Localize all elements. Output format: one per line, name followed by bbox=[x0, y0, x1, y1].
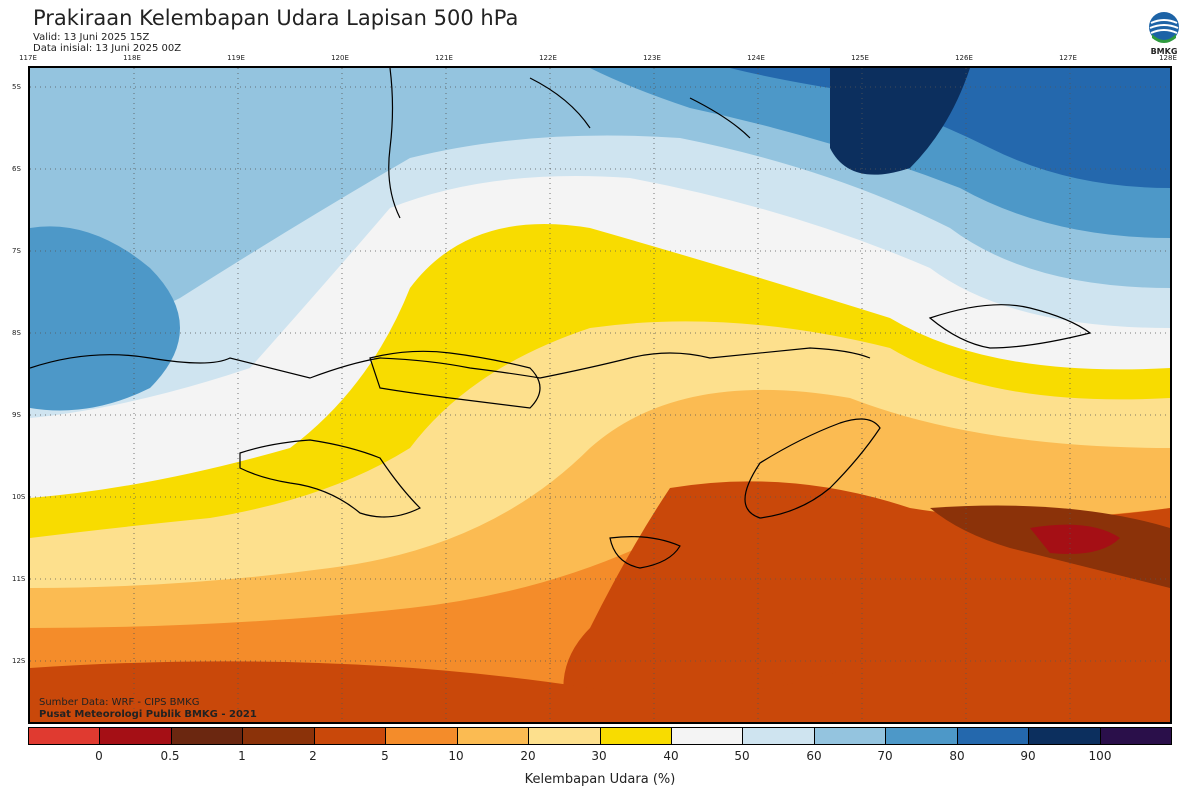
lat-label: 5S bbox=[12, 83, 21, 91]
lon-label: 126E bbox=[955, 54, 973, 62]
colorbar-tick: 90 bbox=[1020, 749, 1036, 763]
colorbar-segment bbox=[29, 728, 101, 744]
colorbar-segment bbox=[314, 728, 387, 744]
sulawesi-coast bbox=[388, 68, 401, 219]
colorbar-tick: 80 bbox=[949, 749, 965, 763]
colorbar-segment bbox=[1100, 728, 1171, 744]
colorbar-segment bbox=[814, 728, 887, 744]
colorbar-segment bbox=[671, 728, 744, 744]
page-title: Prakiraan Kelembapan Udara Lapisan 500 h… bbox=[33, 6, 519, 30]
wetar-area-coast bbox=[689, 97, 751, 139]
colorbar-tick: 50 bbox=[734, 749, 750, 763]
colorbar-tick: 40 bbox=[663, 749, 679, 763]
lat-label: 11S bbox=[12, 575, 26, 583]
colorbar-tick: 2 bbox=[309, 749, 317, 763]
colorbar-title: Kelembapan Udara (%) bbox=[524, 772, 676, 787]
lon-label: 122E bbox=[539, 54, 557, 62]
valid-time: Valid: 13 Juni 2025 15Z bbox=[33, 32, 150, 43]
colorbar-tick: 20 bbox=[520, 749, 536, 763]
colorbar-tick: 100 bbox=[1088, 749, 1112, 763]
lat-label: 12S bbox=[12, 657, 26, 665]
lat-label: 7S bbox=[12, 247, 21, 255]
colorbar-segment bbox=[886, 728, 958, 744]
colorbar-tick: 1 bbox=[238, 749, 246, 763]
lat-label: 9S bbox=[12, 411, 21, 419]
sumba-island bbox=[239, 439, 422, 518]
colorbar-segment bbox=[171, 728, 244, 744]
humidity-map bbox=[28, 66, 1172, 724]
source-credit: Sumber Data: WRF - CIPS BMKG bbox=[39, 697, 200, 708]
center-credit: Pusat Meteorologi Publik BMKG - 2021 bbox=[39, 709, 257, 720]
lat-label: 10S bbox=[12, 493, 26, 501]
buton-coast bbox=[529, 77, 591, 129]
rote-island bbox=[609, 536, 681, 569]
lat-label: 6S bbox=[12, 165, 21, 173]
field-very-dark-blue bbox=[830, 68, 970, 175]
colorbar-segment bbox=[600, 728, 672, 744]
lon-label: 119E bbox=[227, 54, 245, 62]
colorbar-segment bbox=[243, 728, 315, 744]
lon-label: 118E bbox=[123, 54, 141, 62]
colorbar-segment bbox=[957, 728, 1030, 744]
lon-label: 120E bbox=[331, 54, 349, 62]
bmkg-logo-icon: BMKG bbox=[1149, 12, 1179, 56]
colorbar-segment bbox=[1029, 728, 1101, 744]
colorbar-segment bbox=[100, 728, 172, 744]
colorbar-tick: 0 bbox=[95, 749, 103, 763]
colorbar bbox=[28, 727, 1172, 745]
humidity-field bbox=[30, 68, 1170, 722]
flores-island bbox=[369, 350, 541, 409]
colorbar-segment bbox=[457, 728, 530, 744]
colorbar-tick: 10 bbox=[448, 749, 464, 763]
lat-label: 8S bbox=[12, 329, 21, 337]
colorbar-tick: 30 bbox=[591, 749, 607, 763]
logo-text: BMKG bbox=[1151, 47, 1178, 56]
colorbar-tick: 70 bbox=[877, 749, 893, 763]
lon-label: 117E bbox=[19, 54, 37, 62]
timor-island bbox=[744, 418, 881, 519]
field-dry-south bbox=[30, 661, 850, 722]
field-dark-blue bbox=[730, 68, 1170, 188]
lon-label: 127E bbox=[1059, 54, 1077, 62]
colorbar-segment bbox=[743, 728, 815, 744]
lon-label: 128E bbox=[1159, 54, 1177, 62]
lon-label: 124E bbox=[747, 54, 765, 62]
map-grid bbox=[30, 68, 1170, 722]
coastlines bbox=[30, 68, 1092, 569]
colorbar-segment bbox=[529, 728, 601, 744]
lon-label: 121E bbox=[435, 54, 453, 62]
colorbar-tick: 0.5 bbox=[160, 749, 180, 763]
tanimbar-coast bbox=[928, 304, 1092, 349]
colorbar-segment bbox=[386, 728, 458, 744]
lesser-sunda-north-coast bbox=[30, 347, 871, 379]
field-blue-west bbox=[30, 226, 180, 411]
colorbar-tick: 5 bbox=[381, 749, 389, 763]
lon-label: 123E bbox=[643, 54, 661, 62]
initial-time: Data inisial: 13 Juni 2025 00Z bbox=[33, 43, 182, 54]
field-very-dry bbox=[1030, 524, 1120, 554]
lon-label: 125E bbox=[851, 54, 869, 62]
colorbar-tick: 60 bbox=[806, 749, 822, 763]
